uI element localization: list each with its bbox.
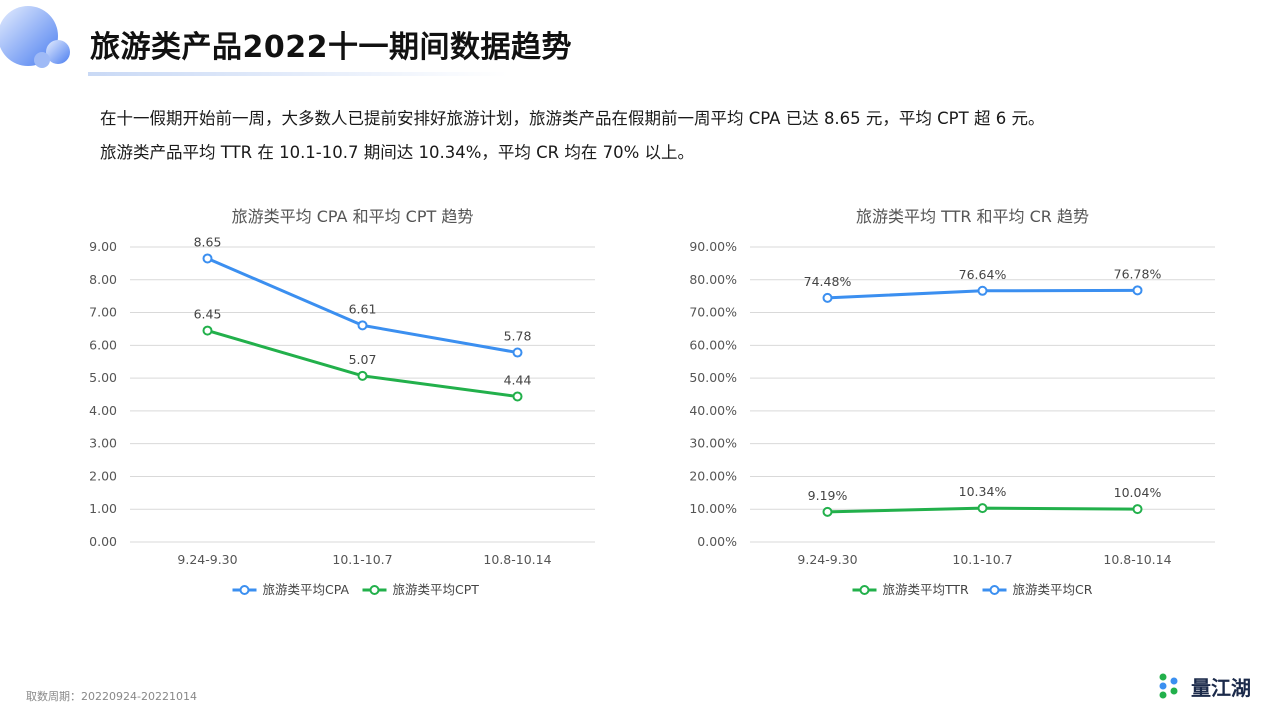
ttr-cr-y-tick-label: 80.00%	[689, 272, 737, 287]
cpa-cpt-title: 旅游类平均 CPA 和平均 CPT 趋势	[232, 207, 474, 226]
ttr-cr-title: 旅游类平均 TTR 和平均 CR 趋势	[856, 207, 1089, 226]
ttr-cr-legend-label: 旅游类平均CR	[1013, 582, 1093, 597]
cpa-cpt-legend-marker	[369, 585, 380, 595]
logo-bubbles-icon	[0, 6, 70, 68]
ttr-cr-data-label: 9.19%	[808, 488, 848, 503]
ttr-cr-data-label: 10.04%	[1114, 485, 1162, 500]
cpa-cpt-y-tick-label: 6.00	[89, 337, 117, 352]
ttr-cr-y-tick-label: 90.00%	[689, 239, 737, 254]
ttr-cr-y-tick-label: 30.00%	[689, 436, 737, 451]
ttr-cr-data-label: 76.64%	[959, 267, 1007, 282]
cpa-cpt-y-tick-label: 3.00	[89, 436, 117, 451]
cpa-cpt-data-label: 8.65	[194, 234, 222, 249]
page-title: 旅游类产品2022十一期间数据趋势	[90, 30, 572, 65]
data-period-note: 取数周期：20220924-20221014	[26, 690, 197, 703]
ttr-cr-legend-label: 旅游类平均TTR	[883, 582, 970, 597]
ttr-cr-data-point	[977, 503, 988, 514]
ttr-cr-data-point	[822, 506, 833, 517]
brand-name: 量江湖	[1191, 675, 1251, 700]
ttr-cr-data-point	[1132, 504, 1143, 515]
cpa-cpt-y-tick-label: 4.00	[89, 403, 117, 418]
ttr-cr-x-tick-label: 9.24-9.30	[797, 552, 857, 567]
cpa-cpt-data-point	[357, 370, 368, 381]
ttr-cr-y-tick-label: 0.00%	[697, 534, 737, 549]
ttr-cr-data-point	[1132, 285, 1143, 296]
cpa-cpt-y-tick-label: 1.00	[89, 501, 117, 516]
ttr-cr-y-tick-label: 60.00%	[689, 337, 737, 352]
ttr-cr-legend-marker	[859, 585, 870, 595]
brand-logo: 量江湖	[1155, 668, 1251, 704]
summary-text: 在十一假期开始前一周，大多数人已提前安排好旅游计划，旅游类产品在假期前一周平均 …	[100, 102, 1220, 170]
cpa-cpt-legend-label: 旅游类平均CPA	[263, 582, 350, 597]
cpa-cpt-chart: 旅游类平均 CPA 和平均 CPT 趋势 0.00 1.00 2.00 3.00 4.00…	[30, 195, 630, 615]
ttr-cr-y-tick-label: 20.00%	[689, 468, 737, 483]
ttr-cr-x-tick-label: 10.8-10.14	[1103, 552, 1171, 567]
brand-mark-icon	[1159, 673, 1178, 699]
cpa-cpt-legend-label: 旅游类平均CPT	[393, 582, 480, 597]
ttr-cr-y-tick-label: 10.00%	[689, 501, 737, 516]
cpa-cpt-data-point	[202, 253, 213, 264]
cpa-cpt-x-tick-label: 10.8-10.14	[483, 552, 551, 567]
ttr-cr-data-label: 74.48%	[804, 274, 852, 289]
cpa-cpt-y-tick-label: 2.00	[89, 468, 117, 483]
ttr-cr-legend-marker	[989, 585, 1000, 595]
ttr-cr-y-tick-label: 40.00%	[689, 403, 737, 418]
cpa-cpt-y-tick-label: 8.00	[89, 272, 117, 287]
cpa-cpt-legend-marker	[239, 585, 250, 595]
cpa-cpt-chart-svg: 旅游类平均 CPA 和平均 CPT 趋势 0.00 1.00 2.00 3.00 4.00…	[89, 207, 595, 597]
cpa-cpt-y-tick-label: 7.00	[89, 305, 117, 320]
summary-line-2: 旅游类产品平均 TTR 在 10.1-10.7 期间达 10.34%，平均 CR…	[100, 143, 695, 162]
cpa-cpt-x-tick-label: 9.24-9.30	[177, 552, 237, 567]
ttr-cr-chart-svg: 旅游类平均 TTR 和平均 CR 趋势 0.00% 10.00% 20.00% 30.0…	[689, 207, 1215, 597]
ttr-cr-data-label: 10.34%	[959, 484, 1007, 499]
ttr-cr-data-point	[822, 292, 833, 303]
ttr-cr-y-tick-label: 50.00%	[689, 370, 737, 385]
ttr-cr-x-tick-label: 10.1-10.7	[952, 552, 1012, 567]
ttr-cr-data-label: 76.78%	[1114, 266, 1162, 281]
ttr-cr-chart: 旅游类平均 TTR 和平均 CR 趋势 0.00% 10.00% 20.00% 30.0…	[650, 195, 1250, 615]
cpa-cpt-data-label: 4.44	[504, 372, 532, 387]
cpa-cpt-data-label: 6.61	[349, 301, 377, 316]
ttr-cr-y-tick-label: 70.00%	[689, 305, 737, 320]
summary-line-1: 在十一假期开始前一周，大多数人已提前安排好旅游计划，旅游类产品在假期前一周平均 …	[100, 109, 1045, 128]
cpa-cpt-data-label: 5.78	[504, 329, 532, 344]
title-underline	[88, 72, 508, 76]
cpa-cpt-data-label: 5.07	[349, 352, 377, 367]
cpa-cpt-x-tick-label: 10.1-10.7	[332, 552, 392, 567]
cpa-cpt-data-point	[357, 320, 368, 331]
cpa-cpt-data-label: 6.45	[194, 307, 222, 322]
cpa-cpt-data-point	[512, 391, 523, 402]
cpa-cpt-y-tick-label: 5.00	[89, 370, 117, 385]
cpa-cpt-y-tick-label: 9.00	[89, 239, 117, 254]
cpa-cpt-data-point	[512, 347, 523, 358]
cpa-cpt-y-tick-label: 0.00	[89, 534, 117, 549]
cpa-cpt-data-point	[202, 325, 213, 336]
ttr-cr-data-point	[977, 285, 988, 296]
